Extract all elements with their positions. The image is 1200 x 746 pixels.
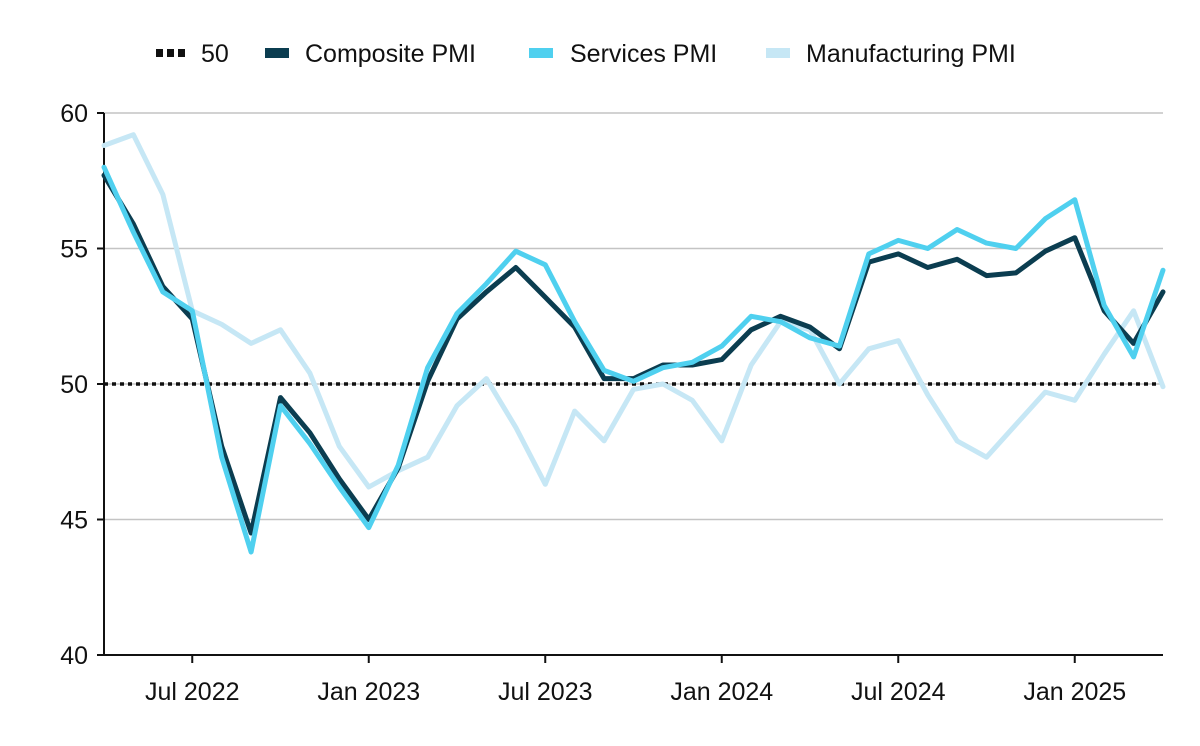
legend-swatch-dot [178, 49, 185, 57]
series-line-manufacturing-pmi [101, 132, 1166, 490]
series-line-composite-pmi [101, 172, 1166, 536]
x-tick-label: Jul 2024 [851, 678, 946, 706]
x-tick-label: Jul 2022 [145, 678, 240, 706]
x-tick-label: Jan 2023 [317, 678, 420, 706]
legend-label: Composite PMI [305, 40, 476, 68]
legend-swatch-dot [156, 49, 163, 57]
x-tick-label: Jan 2024 [670, 678, 773, 706]
legend-swatch [529, 48, 553, 58]
legend-swatch [265, 48, 289, 58]
axes [97, 112, 1163, 663]
y-tick-label: 45 [60, 507, 88, 535]
x-tick-label: Jul 2023 [498, 678, 593, 706]
legend-swatch-dot [167, 49, 174, 57]
legend-label: Services PMI [570, 40, 717, 68]
y-tick-label: 55 [60, 236, 88, 264]
legend-item-50: 50 [156, 40, 229, 68]
series-line-services-pmi [101, 164, 1166, 555]
legend-item-services-pmi: Services PMI [529, 40, 717, 68]
series-lines [101, 132, 1166, 555]
gridlines [104, 112, 1163, 521]
legend-label: 50 [201, 40, 229, 68]
legend-item-manufacturing-pmi: Manufacturing PMI [766, 40, 1016, 68]
y-tick-label: 60 [60, 100, 88, 128]
legend-label: Manufacturing PMI [806, 40, 1016, 68]
x-tick-label: Jan 2025 [1023, 678, 1126, 706]
legend: 50 Composite PMI Services PMI Manufacturing… [156, 40, 1016, 68]
legend-swatch [766, 48, 790, 58]
y-tick-label: 50 [60, 371, 88, 399]
y-tick-label: 40 [60, 642, 88, 670]
tick-labels: 40 45 50 55 60 Jul 2022 Jan 2023 Jul 2023 Jan 20… [60, 100, 1126, 706]
legend-item-composite-pmi: Composite PMI [265, 40, 476, 68]
